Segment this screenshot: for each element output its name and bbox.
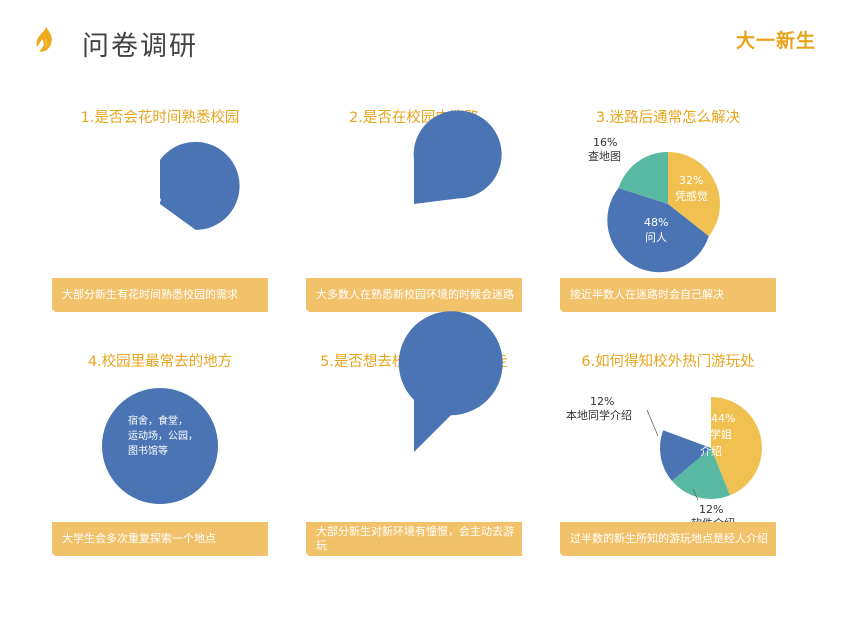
insight-note-2: 大多数人在熟悉新校园环境的时候会迷路	[306, 278, 522, 312]
pie-chart-5: 88% 想去	[386, 311, 503, 496]
chart-cell-1: 1.是否会花时间熟悉校园 60% 会 大部分新生有花时间熟悉校园的需求	[30, 106, 290, 376]
leader-line-2	[692, 488, 699, 501]
audience-tag: 大一新生	[735, 30, 816, 52]
chart-title: 1.是否会花时间熟悉校园	[80, 110, 240, 126]
pie-chart-6: 44% 学长学姐 介绍 12% 本地同学介绍 12% 软件介绍	[566, 395, 762, 530]
slice-pct-2: 48%	[644, 216, 668, 229]
chart-title: 4.校园里最常去的地方	[87, 354, 233, 370]
slice-label-1: 有过	[377, 206, 399, 220]
note-text: 大部分新生对新环境有憧憬，会主动去游玩	[316, 525, 514, 552]
slice-label-2: 问人	[645, 231, 667, 244]
slice-label-1: 宿舍，食堂，运动场，公园，图书馆等	[128, 414, 198, 457]
slice-label-3: 查地图	[588, 149, 621, 163]
pie-chart-2: 72% 有过	[377, 110, 502, 220]
chart-cell-3: 3.迷路后通常怎么解决 32% 凭感觉 48% 问人 16% 查地图 接近半数人…	[538, 106, 798, 376]
slice-label-3: 本地同学介绍	[566, 408, 632, 422]
slice-label-1: 想去	[388, 482, 410, 496]
insight-note-5: 大部分新生对新环境有憧憬，会主动去游玩	[306, 522, 522, 556]
slice-pct-1: 88%	[386, 468, 410, 481]
slice-pct-1: 72%	[377, 192, 401, 205]
slice-pct-1: 44%	[711, 412, 735, 425]
page-title: 问卷调研	[82, 31, 198, 62]
leader-line-1	[646, 409, 659, 437]
pie-slice-1	[668, 152, 720, 237]
flame-icon	[36, 26, 52, 52]
slice-pct-1: 32%	[679, 174, 703, 187]
chart-title: 2.是否在校园中迷路	[349, 110, 479, 126]
pie-slice-2	[607, 188, 709, 273]
note-text: 过半数的新生所知的游玩地点是经人介绍	[570, 532, 768, 545]
pie-slice-3	[659, 430, 711, 481]
pie-slice-1	[102, 388, 218, 504]
pie-chart-1: 60% 会	[137, 141, 240, 230]
insight-note-1: 大部分新生有花时间熟悉校园的需求	[52, 278, 268, 312]
pie-slice-1	[711, 397, 762, 496]
slice-pct-3: 16%	[593, 136, 617, 149]
note-text: 接近半数人在迷路时会自己解决	[570, 288, 724, 301]
pie-slice-1	[398, 311, 503, 452]
chart-title: 6.如何得知校外热门游玩处	[581, 354, 755, 370]
slice-label-1b: 介绍	[700, 444, 722, 458]
pie-chart-4: 宿舍，食堂，运动场，公园，图书馆等	[102, 388, 218, 504]
insight-note-6: 过半数的新生所知的游玩地点是经人介绍	[560, 522, 776, 556]
slice-label-1: 凭感觉	[675, 189, 708, 203]
slice-pct-2: 12%	[699, 503, 723, 516]
pie-chart-3: 32% 凭感觉 48% 问人 16% 查地图	[588, 136, 720, 273]
chart-cell-2: 2.是否在校园中迷路 72% 有过 大多数人在熟悉新校园环境的时候会迷路	[284, 106, 544, 376]
pie-slice-1	[413, 110, 502, 204]
chart-cell-4: 4.校园里最常去的地方 宿舍，食堂，运动场，公园，图书馆等 大学生会多次重复探索…	[30, 350, 290, 620]
pie-slice-3	[618, 152, 668, 204]
chart-title: 3.迷路后通常怎么解决	[595, 110, 741, 126]
slice-pct-1: 60%	[137, 192, 161, 205]
note-text: 大学生会多次重复探索一个地点	[62, 532, 216, 545]
pie-slice-2	[672, 448, 730, 499]
slice-label-1: 学长学姐	[688, 427, 732, 441]
note-text: 大多数人在熟悉新校园环境的时候会迷路	[316, 288, 514, 301]
pie-slice-1	[160, 141, 240, 230]
slice-label-1: 会	[144, 207, 155, 220]
chart-cell-5: 5.是否想去校园外的地方走走 88% 想去 大部分新生对新环境有憧憬，会主动去游…	[284, 311, 544, 620]
insight-note-3: 接近半数人在迷路时会自己解决	[560, 278, 776, 312]
insight-note-4: 大学生会多次重复探索一个地点	[52, 522, 268, 556]
note-text: 大部分新生有花时间熟悉校园的需求	[62, 288, 238, 301]
chart-cell-6: 6.如何得知校外热门游玩处 44% 学长学姐 介绍 12% 本地同学介绍 12%…	[538, 350, 798, 620]
slice-pct-3: 12%	[590, 395, 614, 408]
